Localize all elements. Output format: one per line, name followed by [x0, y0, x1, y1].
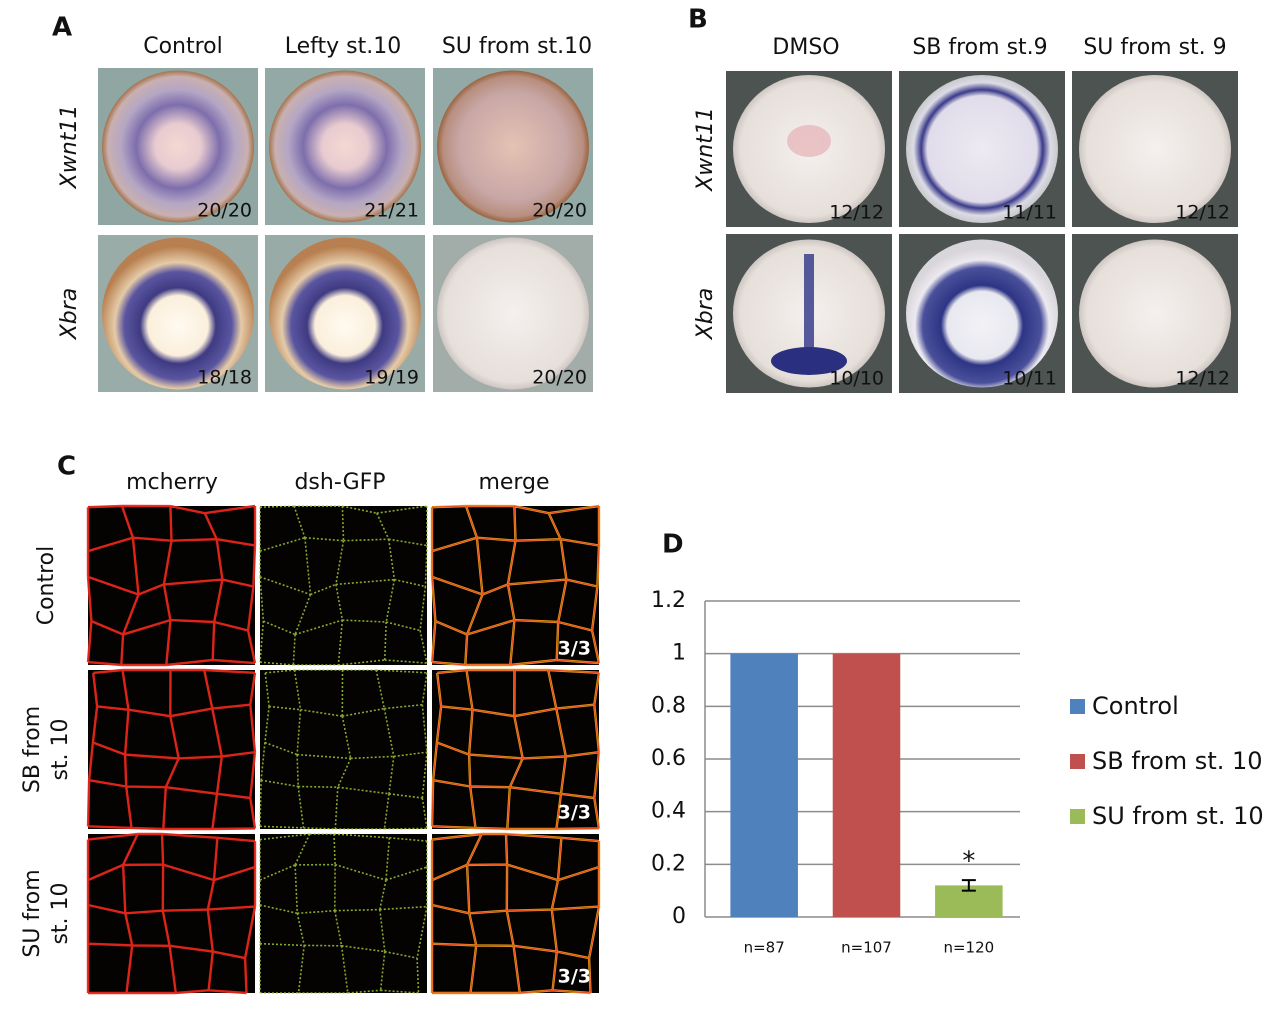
embryo	[437, 237, 589, 390]
count-label: 20/20	[532, 200, 587, 222]
legend-swatch	[1070, 754, 1085, 769]
count-label: 11/11	[1002, 202, 1057, 224]
count-label: 20/20	[197, 200, 252, 222]
count-label: 12/12	[1175, 368, 1230, 390]
count-label: 10/11	[1002, 368, 1057, 390]
column-header: Control	[143, 34, 223, 59]
count-label: 10/10	[829, 368, 884, 390]
y-tick-label: 0.4	[651, 799, 686, 824]
embryo	[906, 239, 1058, 388]
cell-membranes	[86, 832, 257, 995]
count-label: 20/20	[532, 367, 587, 389]
column-header: SB from st.9	[912, 35, 1047, 60]
count-label: 3/3	[558, 802, 591, 824]
panel-label: D	[662, 530, 684, 560]
micrograph	[260, 670, 427, 829]
bar	[832, 653, 901, 917]
embryo	[437, 70, 589, 223]
count-label: 19/19	[364, 367, 419, 389]
count-label: 18/18	[197, 367, 252, 389]
count-label: 3/3	[558, 966, 591, 988]
column-header: merge	[478, 470, 549, 495]
stain	[787, 125, 831, 157]
cell-membranes	[259, 833, 428, 994]
row-label: Xwnt11	[57, 105, 82, 190]
row-label: st. 10	[48, 718, 73, 780]
count-label: 21/21	[364, 200, 419, 222]
cell-membranes	[259, 669, 428, 830]
micrograph	[260, 506, 427, 665]
stain	[771, 347, 847, 375]
column-header: DMSO	[772, 35, 839, 60]
panel-label: A	[52, 13, 72, 43]
stain	[804, 254, 814, 354]
row-label: Control	[34, 546, 59, 626]
cell-membranes	[86, 668, 257, 831]
row-label: Xbra	[693, 288, 718, 341]
column-header: SU from st. 9	[1083, 35, 1226, 60]
y-tick-label: 1	[672, 641, 686, 666]
y-tick-label: 0	[672, 904, 686, 929]
y-tick-label: 0.2	[651, 851, 686, 876]
row-label: st. 10	[48, 882, 73, 944]
count-label: 12/12	[829, 202, 884, 224]
legend-swatch	[1070, 699, 1085, 714]
embryo	[269, 70, 421, 223]
embryo	[1079, 75, 1231, 223]
panel-label: C	[57, 452, 76, 482]
legend-label: SB from st. 10	[1092, 747, 1263, 775]
panel-label: B	[688, 5, 708, 35]
x-tick-label: n=87	[744, 939, 785, 957]
x-tick-label: n=120	[943, 939, 994, 957]
embryo	[906, 75, 1058, 223]
count-label: 3/3	[558, 638, 591, 660]
cell-membranes	[431, 505, 600, 666]
bar	[730, 653, 798, 917]
micrograph	[260, 834, 427, 993]
y-tick-label: 0.8	[651, 693, 686, 718]
column-header: mcherry	[126, 470, 218, 495]
y-tick-label: 0.6	[651, 746, 686, 771]
column-header: Lefty st.10	[285, 34, 401, 59]
count-label: 12/12	[1175, 202, 1230, 224]
embryo	[102, 237, 254, 390]
cell-membranes	[431, 833, 600, 994]
cell-membranes	[259, 505, 428, 666]
cell-membranes	[86, 504, 257, 667]
row-label: Xwnt11	[693, 107, 718, 192]
column-header: dsh-GFP	[294, 470, 385, 495]
row-label: SU from	[20, 869, 45, 957]
embryo	[269, 237, 421, 390]
legend-label: Control	[1092, 692, 1179, 720]
row-label: Xbra	[57, 288, 82, 341]
legend-swatch	[1070, 809, 1085, 824]
cell-membranes	[431, 669, 600, 830]
embryo	[102, 70, 254, 223]
legend-label: SU from st. 10	[1092, 802, 1264, 830]
embryo	[1079, 239, 1231, 388]
row-label: SB from	[20, 706, 45, 793]
x-tick-label: n=107	[841, 939, 892, 957]
error-bar	[961, 879, 976, 892]
column-header: SU from st.10	[442, 34, 592, 59]
annotation: *	[962, 847, 975, 877]
y-tick-label: 1.2	[651, 588, 686, 613]
